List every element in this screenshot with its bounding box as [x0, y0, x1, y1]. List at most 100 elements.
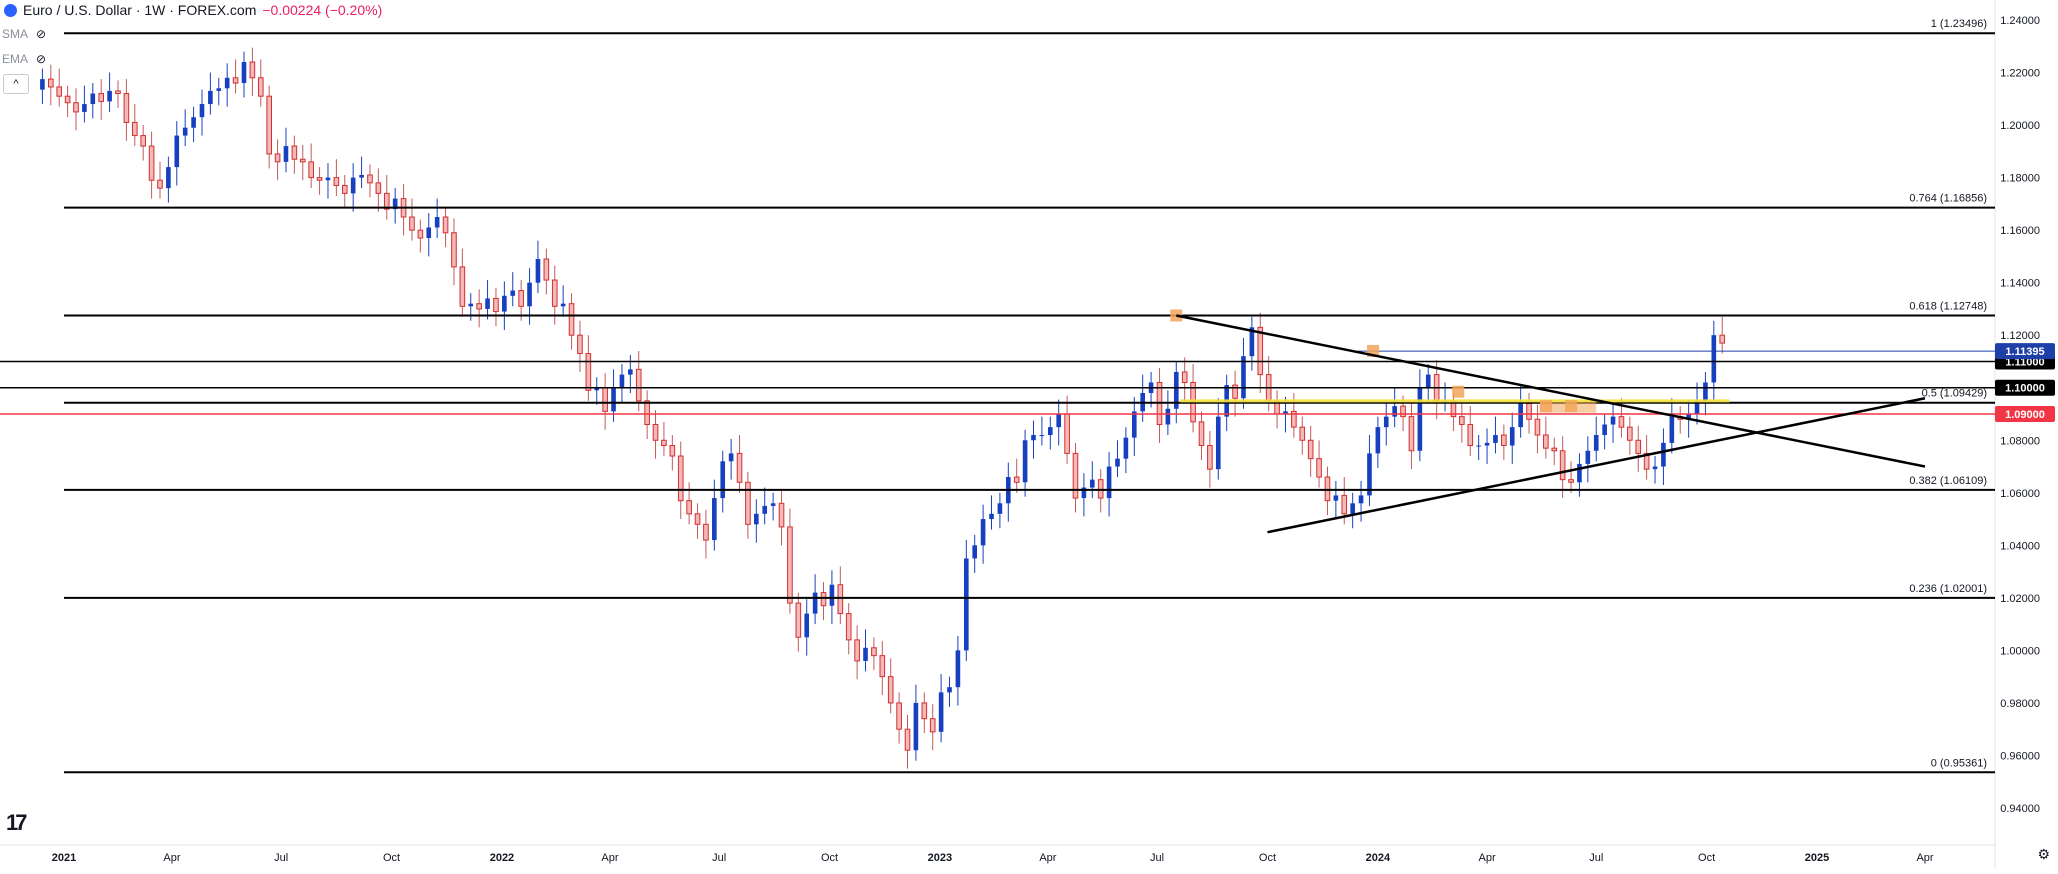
collapse-indicators-button[interactable]: ^ [3, 74, 29, 94]
candle-body [770, 503, 776, 506]
candle-body [1383, 416, 1389, 428]
candle-body [1123, 437, 1129, 459]
last-price-badge [1995, 343, 2055, 360]
candle-body [174, 135, 180, 168]
level-badge-label: 1.11000 [2005, 356, 2044, 368]
candle-body [1106, 466, 1112, 499]
candle-body [703, 523, 709, 541]
candle-body [1316, 458, 1322, 478]
candle-body [140, 135, 147, 147]
candle-body [1350, 503, 1355, 514]
candle-body [98, 93, 105, 102]
candle-body [1097, 479, 1104, 499]
candle-body [1324, 476, 1331, 502]
candle-body [677, 455, 684, 502]
candle-body [1031, 435, 1036, 441]
candle-body [904, 728, 911, 751]
candle-body [754, 513, 759, 525]
candle-body [1610, 416, 1616, 425]
candle-body [367, 174, 373, 184]
candle-body [308, 161, 314, 179]
candle-body [778, 502, 785, 528]
y-tick-label: 1.14000 [2000, 278, 2040, 290]
candle-body [232, 77, 239, 84]
fib-level-label: 0.236 (1.02001) [1909, 583, 1987, 595]
candle-body [837, 584, 844, 615]
candle-body [1627, 426, 1633, 441]
candle-body [199, 104, 205, 118]
candle-body [1400, 405, 1406, 418]
candle-body [316, 177, 323, 181]
candle-body [1165, 408, 1171, 425]
candle-body [652, 424, 659, 441]
candle-body [1064, 413, 1070, 454]
candle-body [1241, 356, 1246, 399]
eye-hidden-icon[interactable]: ⊘ [36, 52, 47, 66]
indicator-ema[interactable]: EMA ⊘ [2, 52, 46, 66]
fib-level-label: 0.618 (1.12748) [1909, 301, 1987, 313]
candle-body [468, 303, 474, 307]
candle-body [485, 298, 490, 309]
candle-body [64, 95, 71, 104]
symbol-title[interactable]: Euro / U.S. Dollar · 1W · FOREX.com [23, 2, 257, 18]
candle-body [1198, 421, 1205, 447]
candle-body [887, 676, 894, 704]
candle-body [1476, 445, 1481, 447]
candle-body [527, 282, 532, 307]
candle-body [224, 77, 230, 89]
candle-body [551, 279, 558, 307]
settings-icon[interactable]: ⚙ [2037, 846, 2050, 862]
candle-body [947, 687, 952, 693]
candle-body [635, 368, 642, 402]
x-tick-label: 2023 [928, 852, 952, 864]
y-tick-label: 1.18000 [2000, 173, 2040, 185]
candle-body [90, 93, 96, 105]
candle-body [535, 259, 541, 283]
y-tick-label: 1.02000 [2000, 593, 2040, 605]
candle-body [854, 639, 860, 662]
candle-body [997, 503, 1003, 514]
y-tick-label: 1.00000 [2000, 645, 2040, 657]
candle-body [434, 217, 440, 228]
candle-body [1635, 439, 1642, 454]
fib-level-label: 0.764 (1.16856) [1909, 193, 1987, 205]
candle-body [863, 647, 868, 661]
candle-body [115, 90, 121, 95]
candle-body [1207, 445, 1213, 470]
candle-body [493, 297, 499, 313]
candle-body [291, 145, 298, 160]
candle-body [1425, 374, 1431, 388]
x-tick-label: Oct [1259, 852, 1276, 864]
candle-body [502, 295, 507, 312]
y-tick-label: 1.16000 [2000, 225, 2040, 237]
indicator-sma[interactable]: SMA ⊘ [2, 27, 46, 41]
y-tick-label: 1.22000 [2000, 68, 2040, 80]
candle-body [131, 121, 138, 137]
candle-body [1661, 442, 1666, 467]
candle-body [1551, 447, 1558, 452]
candle-body [1232, 384, 1238, 399]
candle-body [1568, 479, 1574, 483]
candle-body [1652, 466, 1658, 470]
candle-body [1039, 435, 1045, 437]
fib-level-label: 0.5 (1.09429) [1922, 388, 1987, 400]
y-tick-label: 0.96000 [2000, 750, 2040, 762]
candle-body [1518, 403, 1523, 428]
candle-body [1711, 335, 1717, 383]
candle-body [1013, 476, 1020, 483]
x-tick-label: Jul [274, 852, 288, 864]
x-tick-label: 2025 [1805, 852, 1829, 864]
eye-hidden-icon[interactable]: ⊘ [36, 27, 47, 41]
level-badge [1995, 379, 2055, 396]
candle-body [694, 513, 701, 525]
candle-body [736, 452, 743, 483]
candle-body [476, 303, 482, 310]
fib-level-label: 1 (1.23496) [1931, 18, 1987, 30]
candle-body [266, 95, 272, 155]
candle-body [1686, 414, 1691, 420]
candle-body [208, 90, 213, 105]
candle-body [375, 182, 382, 194]
candle-body [560, 303, 566, 307]
